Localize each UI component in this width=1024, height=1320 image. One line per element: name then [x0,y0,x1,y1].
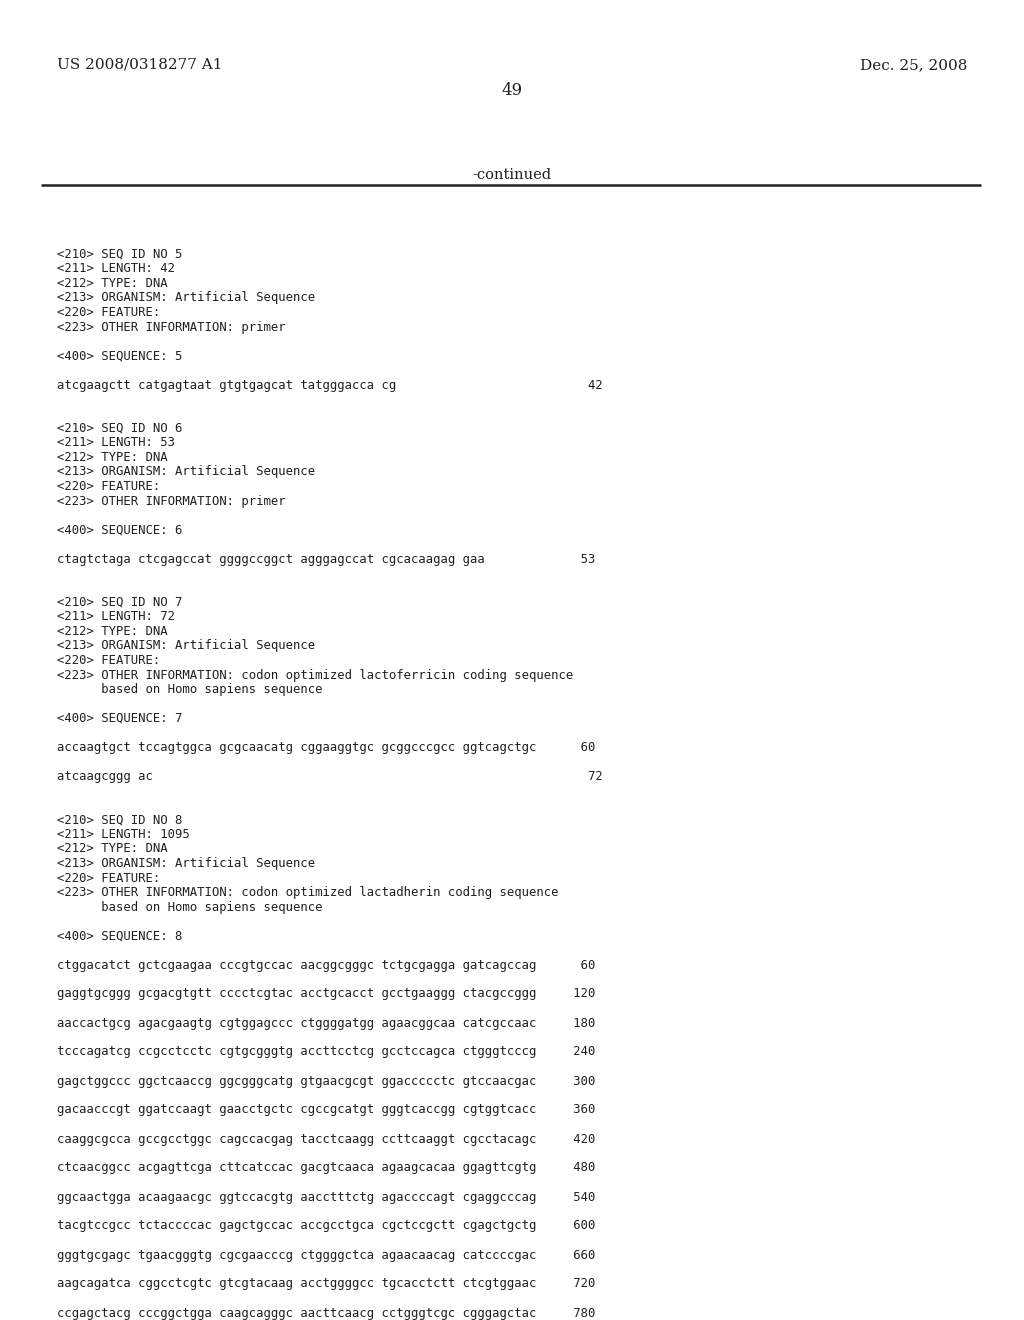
Text: <212> TYPE: DNA: <212> TYPE: DNA [57,624,168,638]
Text: 49: 49 [502,82,522,99]
Text: ctcaacggcc acgagttcga cttcatccac gacgtcaaca agaagcacaa ggagttcgtg     480: ctcaacggcc acgagttcga cttcatccac gacgtca… [57,1162,595,1175]
Text: <220> FEATURE:: <220> FEATURE: [57,480,160,492]
Text: <210> SEQ ID NO 7: <210> SEQ ID NO 7 [57,597,182,609]
Text: <211> LENGTH: 72: <211> LENGTH: 72 [57,610,175,623]
Text: ctagtctaga ctcgagccat ggggccggct agggagccat cgcacaagag gaa             53: ctagtctaga ctcgagccat ggggccggct agggagc… [57,553,595,565]
Text: gacaacccgt ggatccaagt gaacctgctc cgccgcatgt gggtcaccgg cgtggtcacc     360: gacaacccgt ggatccaagt gaacctgctc cgccgca… [57,1104,595,1117]
Text: <210> SEQ ID NO 5: <210> SEQ ID NO 5 [57,248,182,261]
Text: aaccactgcg agacgaagtg cgtggagccc ctggggatgg agaacggcaa catcgccaac     180: aaccactgcg agacgaagtg cgtggagccc ctgggga… [57,1016,595,1030]
Text: <400> SEQUENCE: 6: <400> SEQUENCE: 6 [57,524,182,536]
Text: ggcaactgga acaagaacgc ggtccacgtg aacctttctg agaccccagt cgaggcccag     540: ggcaactgga acaagaacgc ggtccacgtg aaccttt… [57,1191,595,1204]
Text: caaggcgcca gccgcctggc cagccacgag tacctcaagg ccttcaaggt cgcctacagc     420: caaggcgcca gccgcctggc cagccacgag tacctca… [57,1133,595,1146]
Text: <210> SEQ ID NO 8: <210> SEQ ID NO 8 [57,813,182,826]
Text: <223> OTHER INFORMATION: primer: <223> OTHER INFORMATION: primer [57,495,286,507]
Text: <400> SEQUENCE: 8: <400> SEQUENCE: 8 [57,929,182,942]
Text: gggtgcgagc tgaacgggtg cgcgaacccg ctggggctca agaacaacag catccccgac     660: gggtgcgagc tgaacgggtg cgcgaacccg ctggggc… [57,1249,595,1262]
Text: based on Homo sapiens sequence: based on Homo sapiens sequence [57,900,323,913]
Text: <213> ORGANISM: Artificial Sequence: <213> ORGANISM: Artificial Sequence [57,857,315,870]
Text: <212> TYPE: DNA: <212> TYPE: DNA [57,277,168,290]
Text: <223> OTHER INFORMATION: codon optimized lactadherin coding sequence: <223> OTHER INFORMATION: codon optimized… [57,886,558,899]
Text: based on Homo sapiens sequence: based on Homo sapiens sequence [57,682,323,696]
Text: <400> SEQUENCE: 5: <400> SEQUENCE: 5 [57,350,182,363]
Text: tacgtccgcc tctaccccac gagctgccac accgcctgca cgctccgctt cgagctgctg     600: tacgtccgcc tctaccccac gagctgccac accgcct… [57,1220,595,1233]
Text: <212> TYPE: DNA: <212> TYPE: DNA [57,451,168,465]
Text: <213> ORGANISM: Artificial Sequence: <213> ORGANISM: Artificial Sequence [57,639,315,652]
Text: atcaagcggg ac                                                           72: atcaagcggg ac 72 [57,770,603,783]
Text: <210> SEQ ID NO 6: <210> SEQ ID NO 6 [57,422,182,436]
Text: <213> ORGANISM: Artificial Sequence: <213> ORGANISM: Artificial Sequence [57,292,315,305]
Text: gagctggccc ggctcaaccg ggcgggcatg gtgaacgcgt ggaccccctc gtccaacgac     300: gagctggccc ggctcaaccg ggcgggcatg gtgaacg… [57,1074,595,1088]
Text: tcccagatcg ccgcctcctc cgtgcgggtg accttcctcg gcctccagca ctgggtcccg     240: tcccagatcg ccgcctcctc cgtgcgggtg accttcc… [57,1045,595,1059]
Text: aagcagatca cggcctcgtc gtcgtacaag acctggggcc tgcacctctt ctcgtggaac     720: aagcagatca cggcctcgtc gtcgtacaag acctggg… [57,1278,595,1291]
Text: <213> ORGANISM: Artificial Sequence: <213> ORGANISM: Artificial Sequence [57,466,315,479]
Text: -continued: -continued [472,168,552,182]
Text: Dec. 25, 2008: Dec. 25, 2008 [859,58,967,73]
Text: atcgaagctt catgagtaat gtgtgagcat tatgggacca cg                          42: atcgaagctt catgagtaat gtgtgagcat tatggga… [57,379,603,392]
Text: ccgagctacg cccggctgga caagcagggc aacttcaacg cctgggtcgc cgggagctac     780: ccgagctacg cccggctgga caagcagggc aacttca… [57,1307,595,1320]
Text: <220> FEATURE:: <220> FEATURE: [57,306,160,319]
Text: <211> LENGTH: 42: <211> LENGTH: 42 [57,263,175,276]
Text: US 2008/0318277 A1: US 2008/0318277 A1 [57,58,222,73]
Text: <223> OTHER INFORMATION: primer: <223> OTHER INFORMATION: primer [57,321,286,334]
Text: gaggtgcggg gcgacgtgtt cccctcgtac acctgcacct gcctgaaggg ctacgccggg     120: gaggtgcggg gcgacgtgtt cccctcgtac acctgca… [57,987,595,1001]
Text: ctggacatct gctcgaagaa cccgtgccac aacggcgggc tctgcgagga gatcagccag      60: ctggacatct gctcgaagaa cccgtgccac aacggcg… [57,958,595,972]
Text: <211> LENGTH: 1095: <211> LENGTH: 1095 [57,828,189,841]
Text: <211> LENGTH: 53: <211> LENGTH: 53 [57,437,175,450]
Text: <223> OTHER INFORMATION: codon optimized lactoferricin coding sequence: <223> OTHER INFORMATION: codon optimized… [57,668,573,681]
Text: <212> TYPE: DNA: <212> TYPE: DNA [57,842,168,855]
Text: <400> SEQUENCE: 7: <400> SEQUENCE: 7 [57,711,182,725]
Text: <220> FEATURE:: <220> FEATURE: [57,871,160,884]
Text: accaagtgct tccagtggca gcgcaacatg cggaaggtgc gcggcccgcc ggtcagctgc      60: accaagtgct tccagtggca gcgcaacatg cggaagg… [57,741,595,754]
Text: <220> FEATURE:: <220> FEATURE: [57,653,160,667]
